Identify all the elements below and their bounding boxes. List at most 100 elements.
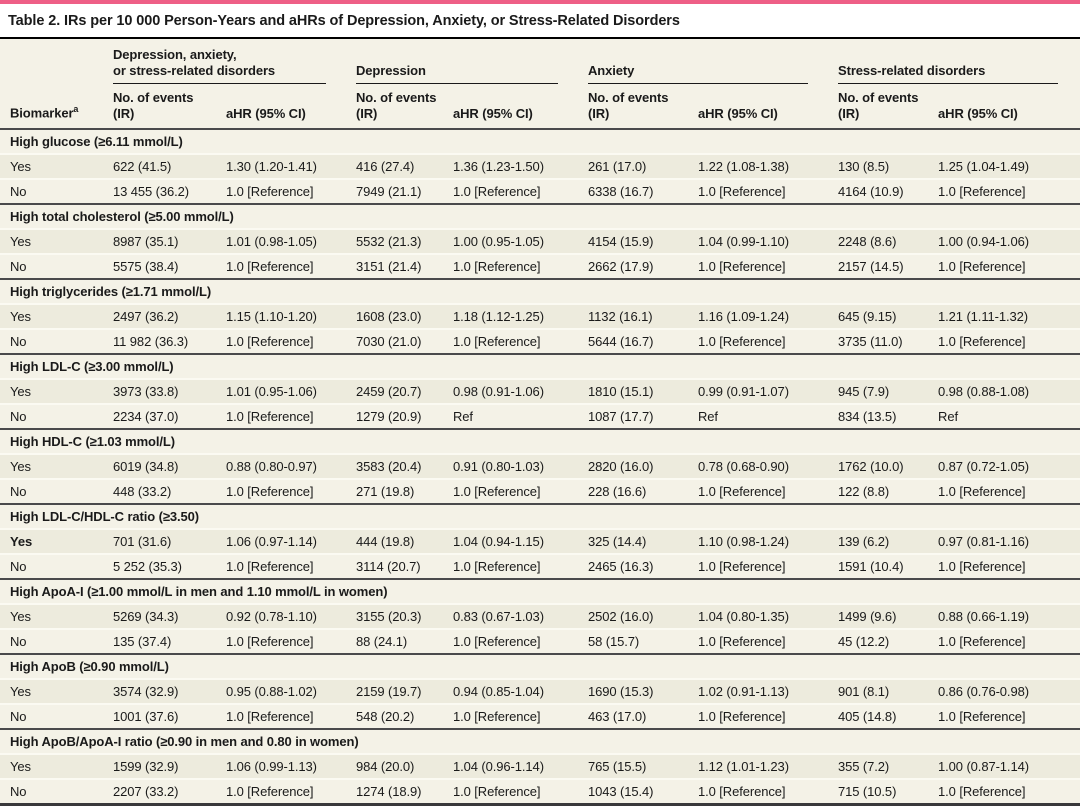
- table-cell: 1.0 [Reference]: [218, 328, 349, 355]
- table-cell: Ref: [690, 403, 831, 430]
- table-cell: 622 (41.5): [105, 153, 218, 180]
- table-cell: 1.02 (0.91-1.13): [690, 678, 831, 705]
- table-cell: 1690 (15.3): [580, 678, 691, 705]
- table-title: Table 2. IRs per 10 000 Person-Years and…: [0, 4, 1080, 39]
- table-cell: 1.0 [Reference]: [218, 253, 349, 280]
- table-cell: 1.18 (1.12-1.25): [445, 303, 581, 330]
- row-label: Yes: [0, 453, 105, 480]
- table-row: No 135 (37.4) 1.0 [Reference] 88 (24.1) 1.0 …: [0, 628, 1080, 655]
- table-cell: 2662 (17.9): [580, 253, 691, 280]
- section-header-row: High LDL-C/HDL-C ratio (≥3.50): [0, 503, 1080, 531]
- table-cell: 45 (12.2): [830, 628, 931, 655]
- table-cell: 1762 (10.0): [830, 453, 931, 480]
- table-cell: 0.88 (0.80-0.97): [218, 453, 349, 480]
- section-header-label: High ApoB/ApoA-I ratio (≥0.90 in men and…: [0, 728, 1080, 756]
- table-row: No 448 (33.2) 1.0 [Reference] 271 (19.8) 1.0…: [0, 478, 1080, 505]
- table-cell: 701 (31.6): [105, 528, 218, 555]
- table-cell: 1.0 [Reference]: [218, 403, 349, 430]
- table-row: Yes 622 (41.5) 1.30 (1.20-1.41) 416 (27.4) 1…: [0, 153, 1080, 180]
- group-label: Stress-related disorders: [838, 63, 1059, 85]
- table-header: Depression, anxiety, or stress-related d…: [0, 39, 1080, 130]
- table-cell: 1.0 [Reference]: [445, 478, 581, 505]
- accent-bar: [0, 0, 1080, 4]
- table-cell: 548 (20.2): [348, 703, 446, 730]
- row-label: Yes: [0, 678, 105, 705]
- table-row: Yes 3973 (33.8) 1.01 (0.95-1.06) 2459 (20.7…: [0, 378, 1080, 405]
- table-cell: 1.04 (0.94-1.15): [445, 528, 581, 555]
- table-row: No 5 252 (35.3) 1.0 [Reference] 3114 (20.7)…: [0, 553, 1080, 580]
- table-row: Yes 8987 (35.1) 1.01 (0.98-1.05) 5532 (21.3…: [0, 228, 1080, 255]
- section-header-row: High triglycerides (≥1.71 mmol/L): [0, 278, 1080, 306]
- group-header-stress: Stress-related disorders: [830, 39, 1080, 85]
- table-cell: 645 (9.15): [830, 303, 931, 330]
- group-label: Depression, anxiety, or stress-related d…: [113, 47, 327, 85]
- table-cell: 0.92 (0.78-1.10): [218, 603, 349, 630]
- table-cell: 448 (33.2): [105, 478, 218, 505]
- table-cell: 1.04 (0.80-1.35): [690, 603, 831, 630]
- table-cell: 834 (13.5): [830, 403, 931, 430]
- table-cell: 2159 (19.7): [348, 678, 446, 705]
- table-cell: 1.22 (1.08-1.38): [690, 153, 831, 180]
- table-row: Yes 1599 (32.9) 1.06 (0.99-1.13) 984 (20.0)…: [0, 753, 1080, 780]
- table-cell: 355 (7.2): [830, 753, 931, 780]
- table-cell: 1499 (9.6): [830, 603, 931, 630]
- table-cell: 1.0 [Reference]: [690, 253, 831, 280]
- table-cell: 1.0 [Reference]: [445, 178, 581, 205]
- table-cell: 1.0 [Reference]: [690, 778, 831, 804]
- table-cell: 2157 (14.5): [830, 253, 931, 280]
- table-cell: 228 (16.6): [580, 478, 691, 505]
- table-cell: 1.21 (1.11-1.32): [930, 303, 1080, 330]
- section-header-label: High ApoA-I (≥1.00 mmol/L in men and 1.1…: [0, 578, 1080, 606]
- table-cell: 13 455 (36.2): [105, 178, 218, 205]
- table-cell: 1274 (18.9): [348, 778, 446, 804]
- row-label: Yes: [0, 153, 105, 180]
- section-header-row: High ApoB/ApoA-I ratio (≥0.90 in men and…: [0, 728, 1080, 756]
- row-label: Yes: [0, 753, 105, 780]
- table-cell: 1.0 [Reference]: [930, 628, 1080, 655]
- biomarker-col-spacer: [0, 39, 105, 84]
- table-cell: 0.91 (0.80-1.03): [445, 453, 581, 480]
- table-cell: 1.0 [Reference]: [930, 778, 1080, 804]
- table-cell: 5532 (21.3): [348, 228, 446, 255]
- table-cell: 3574 (32.9): [105, 678, 218, 705]
- table-cell: 0.98 (0.91-1.06): [445, 378, 581, 405]
- table-cell: 1.00 (0.87-1.14): [930, 753, 1080, 780]
- group-header-row: Depression, anxiety, or stress-related d…: [0, 39, 1080, 85]
- table-cell: 945 (7.9): [830, 378, 931, 405]
- row-label: No: [0, 253, 105, 280]
- table-cell: 1.00 (0.94-1.06): [930, 228, 1080, 255]
- row-label: No: [0, 553, 105, 580]
- section-header-row: High HDL-C (≥1.03 mmol/L): [0, 428, 1080, 456]
- table-cell: 1.0 [Reference]: [218, 628, 349, 655]
- table-cell: 1.0 [Reference]: [930, 478, 1080, 505]
- table-cell: 1043 (15.4): [580, 778, 691, 804]
- table-cell: 58 (15.7): [580, 628, 691, 655]
- table-cell: 1.16 (1.09-1.24): [690, 303, 831, 330]
- table-cell: 1.0 [Reference]: [930, 178, 1080, 205]
- table-row: No 1001 (37.6) 1.0 [Reference] 548 (20.2) 1.…: [0, 703, 1080, 730]
- table-cell: 1.25 (1.04-1.49): [930, 153, 1080, 180]
- table-cell: 0.83 (0.67-1.03): [445, 603, 581, 630]
- table-cell: 0.98 (0.88-1.08): [930, 378, 1080, 405]
- table-cell: 1.0 [Reference]: [218, 703, 349, 730]
- table-row: No 5575 (38.4) 1.0 [Reference] 3151 (21.4) 1…: [0, 253, 1080, 280]
- table-cell: 0.87 (0.72-1.05): [930, 453, 1080, 480]
- table-cell: 1.00 (0.95-1.05): [445, 228, 581, 255]
- table-cell: 1.10 (0.98-1.24): [690, 528, 831, 555]
- subheader-row: Biomarkera No. of events (IR) aHR (95% C…: [0, 84, 1080, 130]
- row-label: No: [0, 628, 105, 655]
- table-cell: 1.0 [Reference]: [445, 628, 581, 655]
- table-cell: 88 (24.1): [348, 628, 446, 655]
- table-cell: 1.01 (0.98-1.05): [218, 228, 349, 255]
- table-cell: 1279 (20.9): [348, 403, 446, 430]
- table-cell: 261 (17.0): [580, 153, 691, 180]
- table-cell: 6338 (16.7): [580, 178, 691, 205]
- table-cell: 1.0 [Reference]: [445, 778, 581, 804]
- section-header-label: High glucose (≥6.11 mmol/L): [0, 128, 1080, 156]
- group-label: Depression: [356, 63, 559, 85]
- table-cell: 1.0 [Reference]: [445, 328, 581, 355]
- table-cell: 715 (10.5): [830, 778, 931, 804]
- table-cell: 3155 (20.3): [348, 603, 446, 630]
- table-cell: 0.86 (0.76-0.98): [930, 678, 1080, 705]
- table-cell: 0.88 (0.66-1.19): [930, 603, 1080, 630]
